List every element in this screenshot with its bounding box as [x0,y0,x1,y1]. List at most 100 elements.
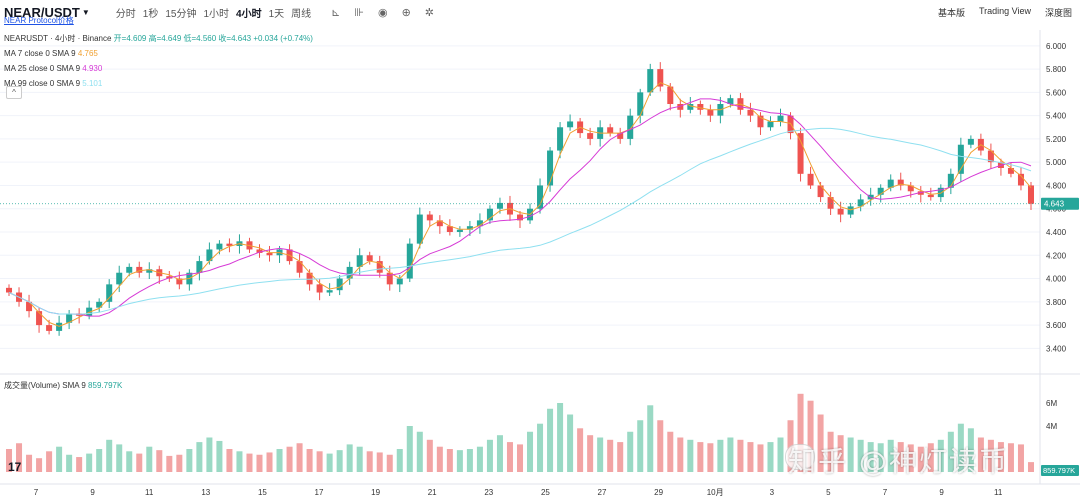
candle [617,133,624,139]
volume-bar [486,439,493,472]
volume-bar [56,446,63,472]
time-tick-label: 25 [541,488,550,497]
candle [206,249,213,262]
price-tick-label: 5.200 [1046,135,1067,144]
interval-0[interactable]: 分时 [115,8,136,20]
add-icon[interactable]: ⊕ [401,6,411,19]
interval-1[interactable]: 1秒 [142,8,159,20]
view-option-0[interactable]: 基本版 [937,8,965,18]
watermark-icon [785,444,815,470]
candle [146,269,153,273]
volume-bar [476,446,483,472]
volume-tick-label: 4M [1046,422,1057,431]
candle [66,313,73,323]
time-tick-label: 21 [428,488,437,497]
tradingview-logo[interactable]: 17 [8,460,22,474]
candle [516,214,524,221]
time-tick-label: 11 [994,488,1003,497]
collapse-legend-button[interactable]: ^ [6,86,22,99]
volume-bar [196,442,203,472]
view-option-1[interactable]: Trading View [978,6,1031,16]
symbol-selector[interactable]: NEAR/USDT ▼ [4,5,90,20]
candle [857,199,864,207]
price-tick-label: 4.000 [1046,275,1067,284]
volume-bar [256,454,263,472]
candle [807,173,814,186]
settings-icon[interactable]: ✲ [424,6,434,19]
volume-bar [176,454,183,472]
candle [537,185,544,209]
price-tick-label: 5.400 [1046,112,1067,121]
volume-bar [707,443,714,472]
volume-bar [36,458,43,472]
volume-bar [226,449,233,472]
time-tick-label: 13 [201,488,210,497]
asset-price-link[interactable]: NEAR Protocol价格 [4,16,74,25]
candle [486,208,493,221]
ma25-label[interactable]: MA 25 close 0 SMA 9 [4,64,81,73]
volume-bar [1027,462,1034,472]
volume-bar [286,446,293,472]
ma99-value: 5.101 [82,79,103,88]
indicator-icon[interactable]: ⊾ [331,6,341,19]
volume-bar [777,437,784,472]
interval-5[interactable]: 1天 [268,8,285,20]
candle [136,266,143,273]
volume-bar [547,408,554,472]
candle [326,290,333,293]
volume-bar [266,452,273,472]
volume-bar [797,393,804,472]
view-option-2[interactable]: 深度图 [1044,8,1072,18]
candle [957,144,964,174]
price-tick-label: 5.800 [1046,65,1067,74]
candle [6,287,13,293]
time-tick-label: 11 [145,488,154,497]
candle [757,115,764,128]
candle [697,104,704,110]
volume-bar [306,449,313,472]
candle [817,185,824,198]
candle [967,138,974,145]
candle [116,272,123,285]
volume-bar [6,449,13,472]
ma25-line [8,98,1032,317]
candle [176,278,183,285]
ma99-label[interactable]: MA 99 close 0 SMA 9 [4,79,81,88]
volume-bar [657,420,664,472]
volume-bar [887,439,894,472]
volume-bar [346,444,353,472]
volume-bar [997,442,1004,472]
candle [216,243,223,250]
volume-bar [276,449,283,472]
interval-2[interactable]: 15分钟 [165,8,197,20]
volume-bar [737,439,744,472]
candle [266,252,273,256]
legend-title: NEARUSDT · 4小时 · Binance [4,34,112,43]
candle [657,69,664,87]
candle [927,194,934,198]
volume-bar [917,446,924,472]
volume-bar [537,423,544,472]
interval-6[interactable]: 周线 [291,8,312,20]
interval-3[interactable]: 1小时 [203,8,230,20]
interval-4[interactable]: 4小时 [236,8,262,20]
camera-icon[interactable]: ◉ [377,6,388,19]
volume-bar [597,437,604,472]
volume-bar [607,439,614,472]
candle-type-icon[interactable]: ⊪ [354,6,364,19]
volume-bar [897,442,904,472]
candle [86,307,93,316]
candle [667,86,674,104]
time-tick-label: 29 [654,488,663,497]
candle [567,121,574,128]
chart-tools: ⊾ ⊪ ◉ ⊕ ✲ [331,6,434,19]
volume-bar [807,400,814,472]
time-tick-label: 19 [371,488,380,497]
ma7-label[interactable]: MA 7 close 0 SMA 9 [4,49,76,58]
watermark: 知乎 @神灯读币 [788,445,1009,478]
volume-bar [136,453,143,472]
price-tick-label: 4.200 [1046,251,1067,260]
time-tick-label: 5 [826,488,831,497]
candle [947,173,954,188]
